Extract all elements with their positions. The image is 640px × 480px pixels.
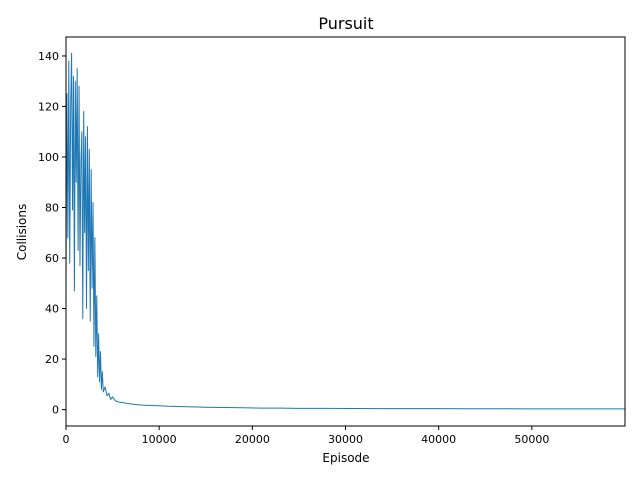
y-axis: 0 20 40 60 80 100 120 140 <box>38 50 66 417</box>
y-axis-label: Collisions <box>15 204 29 261</box>
x-tick-label: 20000 <box>235 433 270 446</box>
y-tick-label: 0 <box>52 404 59 417</box>
series-line-0 <box>66 52 625 410</box>
y-tick-label: 120 <box>38 100 59 113</box>
y-tick-label: 60 <box>45 252 59 265</box>
y-tick-label: 140 <box>38 50 59 63</box>
x-tick-label: 50000 <box>514 433 549 446</box>
x-tick-label: 40000 <box>421 433 456 446</box>
y-tick-label: 20 <box>45 353 59 366</box>
chart-title: Pursuit <box>318 14 373 33</box>
x-axis: 0 10000 20000 30000 40000 50000 <box>63 426 549 446</box>
y-tick-label: 80 <box>45 202 59 215</box>
x-tick-label: 10000 <box>142 433 177 446</box>
x-tick-label: 0 <box>63 433 70 446</box>
x-tick-label: 30000 <box>328 433 363 446</box>
x-axis-label: Episode <box>322 451 369 465</box>
y-tick-label: 40 <box>45 303 59 316</box>
y-tick-label: 100 <box>38 151 59 164</box>
